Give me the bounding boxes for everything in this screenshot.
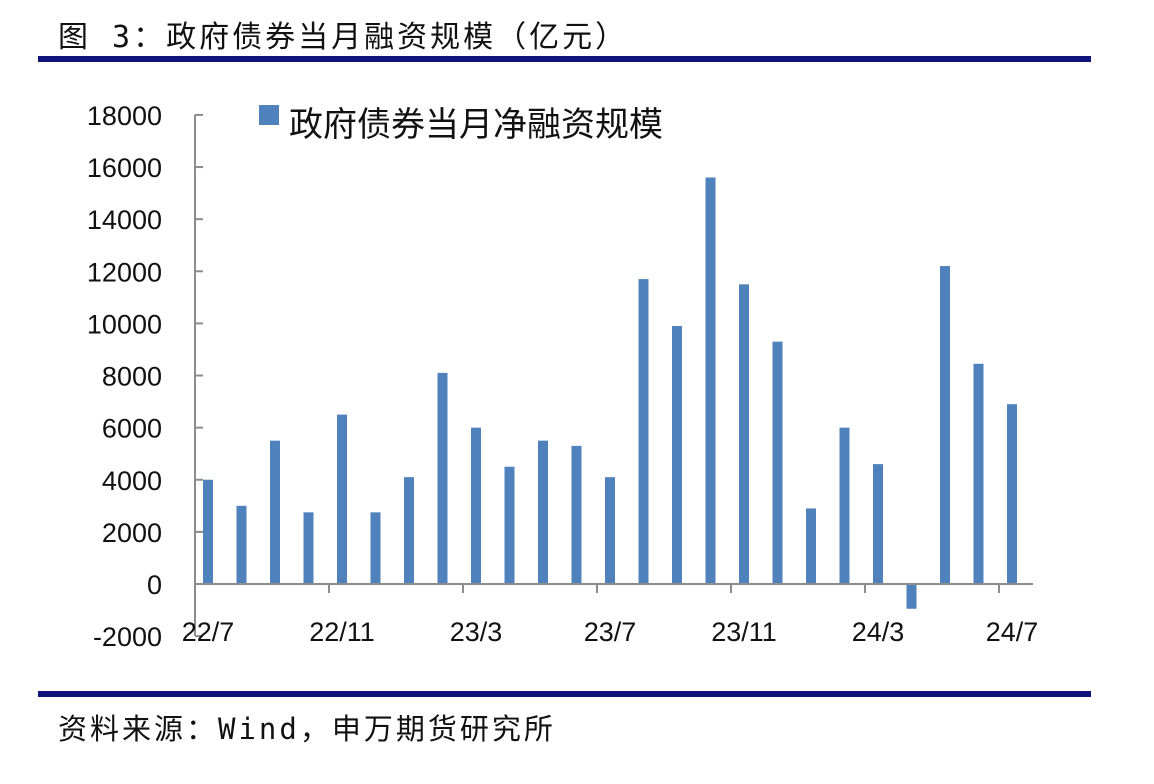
y-tick-label: -2000: [93, 622, 162, 652]
bars: 22/7: 4000 22/8: 3000 22/9: 5500 22/10: 275…: [203, 177, 1017, 609]
y-tick-label: 14000: [87, 205, 162, 235]
bar: 22/10: 2750: [303, 512, 314, 584]
x-axis: 22/7 22/11 23/3 23/7 23/11 24/3 24/7: [182, 583, 1039, 647]
bar: 23/1: 4100: [404, 477, 414, 584]
y-tick-label: 8000: [102, 362, 162, 392]
y-tick-label: 4000: [102, 466, 162, 496]
bar: 22/8: 3000: [236, 505, 247, 584]
bar: 23/12: 9300: [772, 341, 783, 584]
y-tick-label: 10000: [87, 309, 162, 339]
bar: 24/1: 2900: [806, 508, 816, 584]
bar: 22/12: 2750: [370, 512, 381, 584]
bar: 23/4: 4500: [504, 466, 515, 584]
y-tick-label: 2000: [102, 518, 162, 548]
bar: 23/3: 6000: [471, 427, 481, 584]
bottom-rule: [38, 691, 1091, 697]
bar: 22/9: 5500: [270, 440, 280, 584]
x-tick-label: 22/11: [309, 617, 375, 647]
bar: 22/7: 4000: [203, 479, 213, 584]
x-tick-label: 24/3: [852, 617, 905, 647]
source-note: 资料来源：Wind，申万期货研究所: [58, 712, 556, 746]
bar: 22/11: 6500: [337, 414, 347, 584]
x-tick-label: 23/11: [711, 617, 777, 647]
y-axis: -2000 0 2000 4000 6000 8000 10000 12000 14000 160…: [87, 101, 203, 652]
y-tick-label: 18000: [87, 101, 162, 131]
x-tick-label: 24/7: [986, 617, 1039, 647]
x-tick-label: 23/3: [450, 617, 503, 647]
bar: 24/7: 6900: [1007, 404, 1017, 584]
bar: 24/6: 8450: [973, 363, 984, 584]
bar: 23/11: 11500: [739, 284, 749, 584]
legend: 政府债券当月净融资规模: [259, 105, 663, 145]
bar-chart: -2000 0 2000 4000 6000 8000 10000 12000 14000 160…: [87, 101, 1039, 652]
y-tick-label: 6000: [102, 414, 162, 444]
bar: 23/5: 5500: [538, 440, 548, 584]
bar: 24/3: 4600: [873, 464, 883, 584]
bar: 24/5: 12200: [940, 266, 950, 584]
legend-swatch: [259, 105, 279, 125]
bar: 23/6: 5300: [571, 445, 582, 584]
bar: 24/4: -950: [906, 584, 917, 609]
bar: 23/7: 4100: [605, 477, 615, 584]
x-tick-label: 23/7: [584, 617, 637, 647]
y-tick-label: 12000: [87, 257, 162, 287]
bar: 23/8: 11700: [638, 279, 649, 584]
bar: 23/2: 8100: [437, 372, 448, 584]
legend-label: 政府债券当月净融资规模: [289, 105, 663, 145]
bar: 23/9: 9900: [672, 326, 682, 584]
y-tick-label: 0: [147, 570, 162, 600]
top-rule: [38, 56, 1091, 62]
y-tick-label: 16000: [87, 153, 162, 183]
bar: 24/2: 6000: [839, 427, 850, 584]
figure-title: 图 3：政府债券当月融资规模（亿元）: [58, 20, 629, 55]
x-tick-label: 22/7: [182, 617, 235, 647]
bar: 23/10: 15600: [705, 177, 716, 585]
